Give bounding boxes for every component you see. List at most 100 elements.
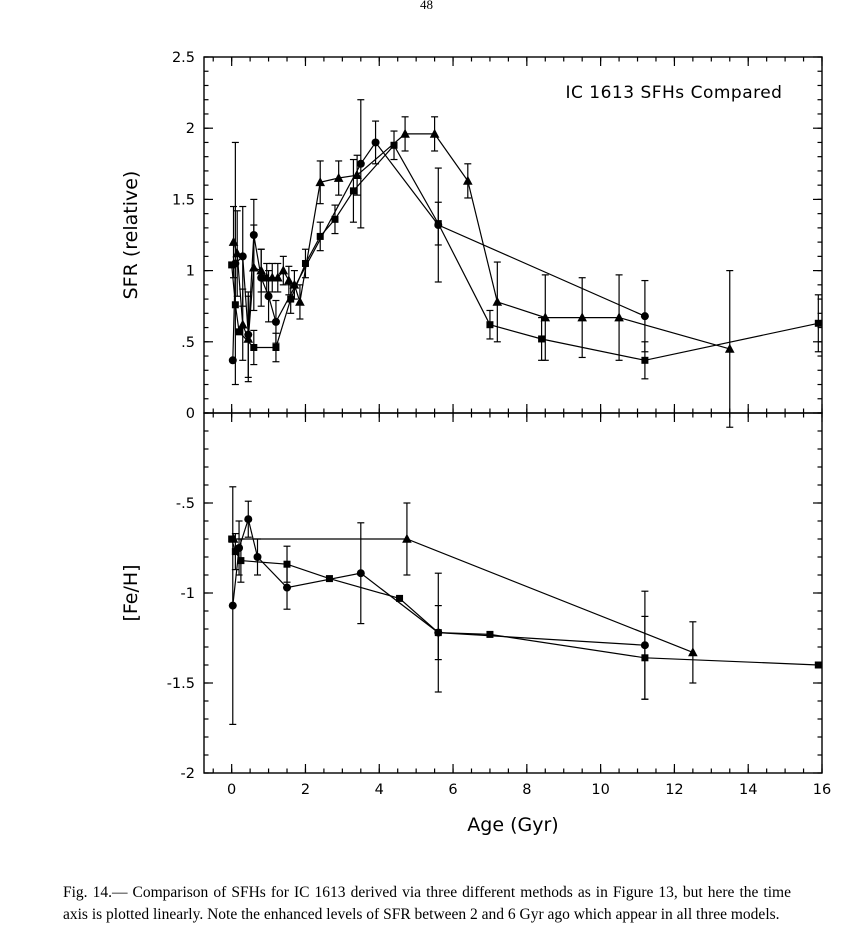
triangle-marker (272, 272, 283, 282)
square-marker (316, 232, 324, 240)
circle-marker (356, 569, 365, 578)
square-marker (237, 557, 245, 565)
triangle-marker (402, 533, 412, 543)
triangle-marker (724, 343, 735, 353)
y-tick-label: -1.5 (167, 676, 195, 692)
triangle-marker (243, 333, 254, 343)
triangle-marker (289, 279, 300, 289)
square-marker (325, 575, 333, 583)
square-marker (231, 548, 239, 556)
square-marker (349, 187, 357, 195)
triangle-marker (315, 177, 326, 187)
x-tick-label: 16 (813, 782, 831, 798)
figure-caption-text: Comparison of SFHs for IC 1613 derived v… (63, 883, 791, 923)
square-marker (235, 328, 243, 336)
y-tick-label: -1 (181, 586, 195, 602)
square-marker (486, 321, 494, 329)
circle-marker (271, 317, 280, 326)
triangle-marker (284, 275, 294, 285)
square-series-line (231, 144, 819, 361)
circle-marker (356, 159, 365, 168)
y-tick-label: 1.5 (172, 192, 195, 208)
x-tick-label: 14 (739, 782, 757, 798)
square-marker (814, 319, 822, 327)
square-marker (396, 594, 404, 602)
square-marker (434, 220, 442, 228)
x-tick-label: 0 (227, 782, 236, 798)
triangle-marker (256, 265, 266, 275)
figure-caption: Fig. 14.— Comparison of SFHs for IC 1613… (63, 882, 791, 927)
triangle-marker (688, 647, 698, 657)
triangle-marker (237, 319, 248, 329)
triangle-marker (278, 265, 289, 275)
triangle-marker (577, 312, 587, 322)
triangle-series (228, 502, 698, 684)
circle-marker (640, 312, 649, 321)
square-marker (301, 259, 309, 267)
page-number: 48 (420, 0, 433, 12)
x-axis-label: Age (Gyr) (467, 814, 558, 836)
square-marker (814, 661, 822, 669)
triangle-series-line (232, 133, 730, 350)
square-marker (538, 335, 546, 343)
triangle-marker (295, 296, 305, 306)
x-tick-label: 8 (522, 782, 531, 798)
y-axis-label-top: SFR (relative) (120, 171, 142, 300)
x-tick-label: 2 (301, 782, 310, 798)
square-marker (486, 630, 494, 638)
circle-marker (238, 252, 247, 261)
square-marker (228, 535, 236, 543)
triangle-marker (463, 175, 473, 185)
square-marker (272, 343, 280, 351)
square-marker (641, 654, 649, 662)
square-marker (434, 629, 442, 637)
square-marker (231, 301, 239, 309)
circle-marker (371, 138, 380, 147)
panel-frame-bottom (203, 412, 823, 774)
triangle-marker (249, 262, 259, 272)
x-tick-label: 6 (448, 782, 457, 798)
y-tick-label: 2.5 (172, 50, 195, 66)
x-tick-label: 10 (591, 782, 609, 798)
square-marker (287, 295, 295, 303)
chart-title: IC 1613 SFHs Compared (566, 83, 783, 103)
square-marker (641, 356, 649, 364)
triangle-marker (352, 169, 362, 179)
square-series (228, 532, 822, 700)
triangle-marker (400, 128, 410, 138)
triangle-marker (614, 312, 624, 322)
square-series (228, 130, 822, 380)
figure-14: 0 .5 1 1.5 2 2.5 SFR (relative) IC 1613 SFHs Co… (120, 50, 831, 836)
y-tick-label: 1 (186, 264, 195, 280)
x-tick-label: 12 (665, 782, 683, 798)
circle-marker (228, 601, 237, 610)
y-tick-label: 0 (186, 406, 195, 422)
square-marker (331, 215, 339, 223)
triangle-series (228, 116, 735, 428)
y-axis-label-bottom: [Fe/H] (120, 564, 142, 621)
circle-marker (264, 292, 273, 301)
triangle-marker (228, 236, 239, 246)
x-tick-label: 4 (375, 782, 384, 798)
y-tick-label: 2 (186, 121, 195, 137)
square-marker (390, 141, 398, 149)
circle-marker (283, 583, 292, 592)
panel-bottom: 0 2 4 6 8 10 12 14 16 -.5 -1 -1.5 -2 [Fe/H] Age (Gyr) (120, 412, 831, 836)
panel-top: 0 .5 1 1.5 2 2.5 SFR (relative) IC 1613 SFHs Co… (120, 50, 823, 428)
figure-svg: 0 .5 1 1.5 2 2.5 SFR (relative) IC 1613 SFHs Co… (120, 50, 831, 836)
y-tick-label: -.5 (176, 496, 195, 512)
triangle-series-line (233, 538, 694, 653)
triangle-marker (333, 172, 344, 182)
square-series-line (231, 538, 819, 666)
circle-marker (244, 515, 253, 524)
triangle-marker (492, 296, 503, 306)
square-marker (228, 261, 236, 269)
figure-caption-label: Fig. 14.— (63, 883, 128, 901)
square-marker (283, 560, 291, 568)
y-tick-label: -2 (181, 766, 195, 782)
y-tick-label: .5 (181, 335, 195, 351)
triangle-marker (232, 248, 243, 258)
triangle-marker (429, 128, 440, 138)
circle-marker (253, 553, 262, 561)
